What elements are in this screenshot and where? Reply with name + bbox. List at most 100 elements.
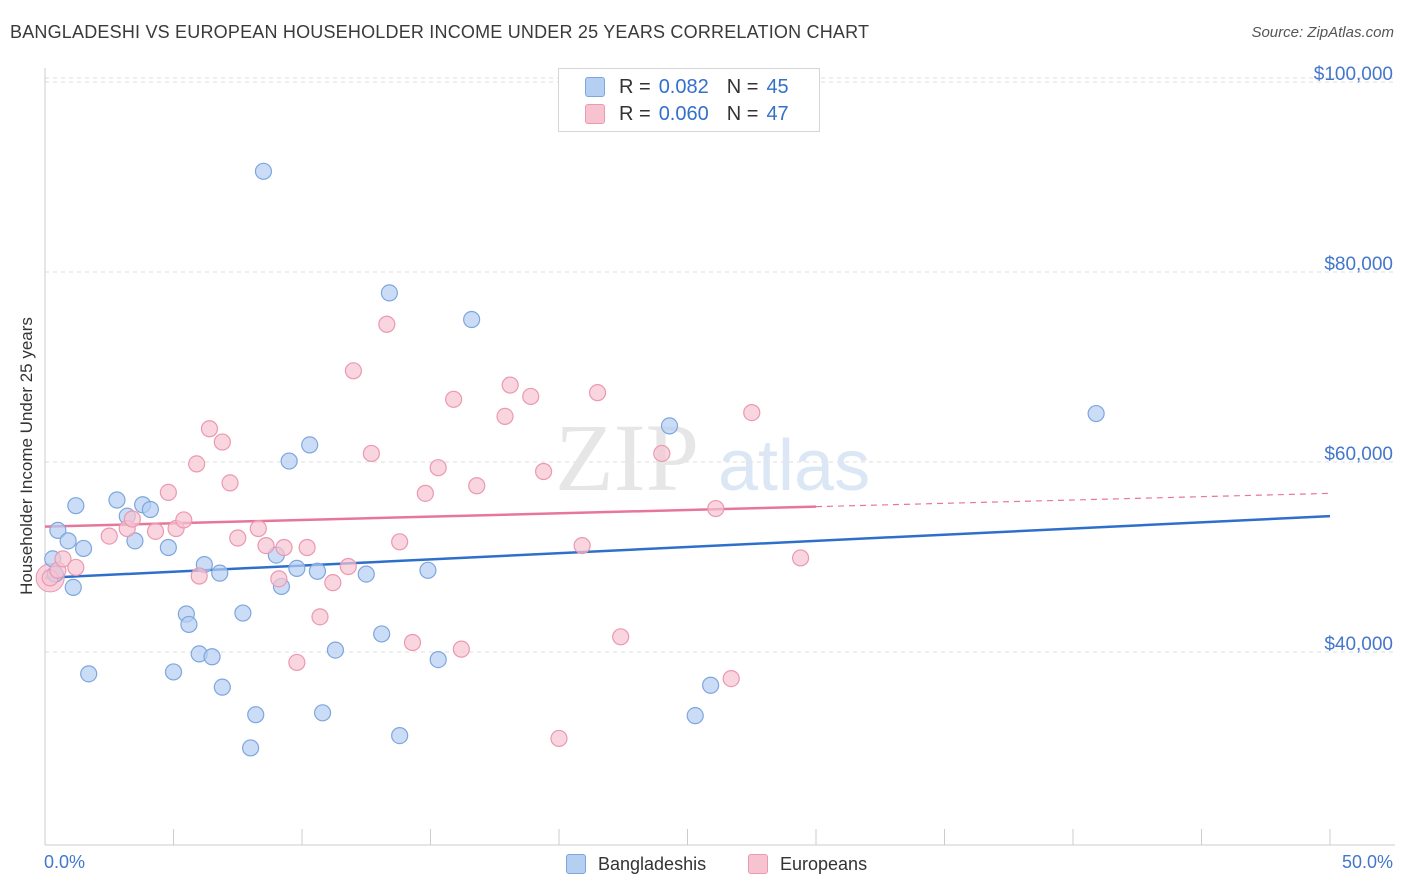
legend-bottom-label: Europeans (780, 853, 868, 874)
legend-n-value: 47 (766, 102, 789, 125)
data-point-europeans (445, 390, 463, 408)
data-point-bangladeshis (357, 565, 375, 583)
data-point-bangladeshis (288, 559, 306, 578)
legend-r-label: R = (619, 75, 651, 98)
data-point-bangladeshis (80, 665, 98, 683)
data-point-europeans (324, 574, 342, 592)
data-point-bangladeshis (380, 284, 398, 302)
y-tick-label: $40,000 (1324, 634, 1393, 655)
data-point-europeans (722, 669, 740, 688)
data-point-bangladeshis (308, 562, 327, 580)
source-label: Source: ZipAtlas.com (1251, 24, 1394, 41)
data-point-bangladeshis (373, 625, 391, 643)
data-point-europeans (288, 653, 306, 672)
data-point-europeans (653, 444, 671, 463)
data-point-europeans (522, 387, 540, 406)
legend-n-value: 45 (766, 75, 789, 98)
data-point-europeans (429, 459, 447, 477)
data-point-europeans (468, 477, 486, 495)
data-point-bangladeshis (74, 539, 93, 558)
trend-line-bangladeshis (44, 514, 1331, 580)
gridlines (45, 77, 1395, 653)
data-point-europeans (501, 376, 519, 394)
legend-bottom-label: Bangladeshis (598, 853, 707, 874)
data-point-europeans (188, 455, 206, 473)
data-point-bangladeshis (247, 706, 265, 724)
data-point-bangladeshis (242, 739, 260, 757)
data-point-bangladeshis (686, 707, 704, 725)
data-point-europeans (257, 536, 275, 555)
data-point-europeans (707, 499, 725, 518)
data-point-europeans (190, 567, 208, 585)
data-point-bangladeshis (702, 676, 720, 694)
legend-row-europeans: R = 0.060 N = 47 (585, 102, 789, 126)
legend-n-label: N = (726, 102, 759, 125)
legend-swatch-pink (585, 104, 605, 124)
data-point-europeans (298, 538, 316, 557)
legend-item-bangladeshis: Bangladeshis (566, 852, 706, 876)
data-point-europeans (534, 462, 553, 481)
data-point-europeans (249, 519, 267, 538)
data-point-bangladeshis (213, 678, 231, 696)
data-point-europeans (175, 511, 193, 529)
data-point-bangladeshis (108, 491, 126, 509)
correlation-legend: R = 0.082 N = 45 R = 0.060 N = 47 (558, 68, 820, 132)
y-tick-label: $100,000 (1314, 64, 1393, 85)
data-point-bangladeshis (59, 532, 77, 550)
trend-line-europeans-extension (815, 492, 1331, 508)
data-point-bangladeshis (280, 452, 298, 470)
data-point-bangladeshis (141, 500, 159, 519)
data-point-europeans (550, 729, 568, 748)
data-point-europeans (275, 538, 293, 557)
data-point-bangladeshis (126, 532, 144, 550)
legend-r-value: 0.082 (658, 75, 709, 98)
x-tick-label-min: 0.0% (44, 852, 86, 872)
watermark-atlas: atlas (718, 426, 870, 506)
data-point-europeans (100, 527, 118, 545)
data-point-europeans (229, 529, 247, 547)
legend-r-label: R = (619, 102, 651, 125)
zipatlas-watermark: ZIP atlas (555, 404, 870, 511)
data-point-europeans (791, 549, 810, 567)
legend-bottom-swatch-pink (748, 854, 768, 874)
data-point-europeans (588, 384, 607, 402)
legend-item-europeans: Europeans (748, 852, 867, 876)
legend-row-bangladeshis: R = 0.082 N = 45 (585, 75, 789, 99)
chart-title: BANGLADESHI VS EUROPEAN HOUSEHOLDER INCO… (10, 22, 870, 42)
data-point-bangladeshis (391, 726, 409, 745)
data-point-europeans (452, 640, 470, 658)
data-point-europeans (54, 550, 72, 568)
data-point-europeans (159, 483, 177, 501)
legend-swatch-blue (585, 77, 605, 97)
data-point-bangladeshis (301, 436, 319, 454)
y-tick-labels: $40,000 $60,000 $80,000 $100,000 (1314, 64, 1393, 655)
data-point-europeans (743, 404, 761, 422)
data-point-bangladeshis (234, 604, 252, 622)
data-point-europeans (221, 474, 239, 492)
data-point-europeans (344, 362, 362, 380)
data-point-bangladeshis (419, 561, 437, 579)
data-points (35, 162, 1105, 757)
legend-bottom-swatch-blue (566, 854, 586, 874)
data-point-europeans (362, 444, 380, 463)
data-point-bangladeshis (660, 417, 679, 435)
data-point-bangladeshis (164, 663, 183, 681)
legend-r-value: 0.060 (658, 102, 709, 125)
data-point-bangladeshis (159, 538, 177, 557)
data-point-bangladeshis (254, 162, 273, 180)
data-point-bangladeshis (429, 650, 447, 669)
data-point-bangladeshis (64, 578, 82, 597)
data-point-bangladeshis (49, 521, 67, 540)
data-point-bangladeshis (326, 641, 345, 659)
x-tick-label-max: 50.0% (1341, 852, 1393, 872)
data-point-europeans (213, 433, 231, 451)
data-point-europeans (123, 510, 141, 528)
data-point-europeans (391, 533, 409, 551)
data-point-bangladeshis (1087, 404, 1105, 423)
data-point-bangladeshis (211, 564, 229, 582)
data-point-europeans (416, 484, 434, 502)
data-point-bangladeshis (463, 310, 481, 329)
y-tick-label: $60,000 (1324, 444, 1393, 465)
data-point-europeans (573, 536, 591, 555)
